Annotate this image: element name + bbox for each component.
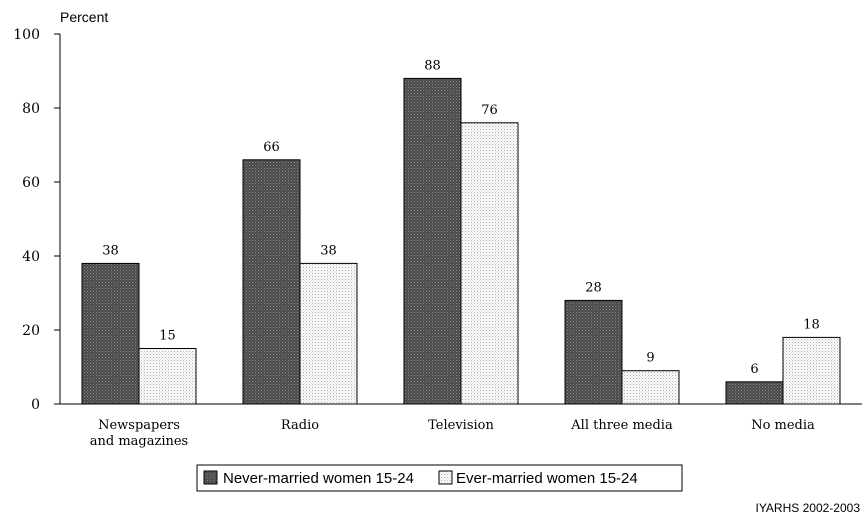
- bar-never-married: [725, 381, 784, 405]
- y-tick-label: 100: [13, 27, 40, 43]
- bar-ever-married: [138, 348, 197, 405]
- bar-never-married: [564, 299, 623, 405]
- bar-value-label: 66: [263, 140, 280, 155]
- bar-value-label: 38: [320, 243, 337, 258]
- bar-never-married: [403, 77, 462, 405]
- x-tick-label: and magazines: [90, 434, 188, 449]
- y-tick-label: 60: [22, 175, 40, 191]
- legend: Never-married women 15-24 Ever-married wo…: [196, 464, 683, 492]
- legend-swatch: [438, 470, 453, 485]
- bar-ever-married: [782, 336, 841, 405]
- x-tick-label: Newspapers: [98, 418, 180, 433]
- x-tick-label: Television: [428, 418, 494, 433]
- y-axis-ticks: 0 20 40 60 80 100: [13, 27, 60, 413]
- y-tick-label: 20: [22, 323, 40, 339]
- source-note: IYARHS 2002-2003: [755, 501, 860, 515]
- bar-value-label: 15: [159, 329, 176, 344]
- y-tick-label: 40: [22, 249, 40, 265]
- legend-label: Ever-married women 15-24: [456, 470, 638, 487]
- bar-value-label: 6: [750, 362, 758, 377]
- bar-value-label: 28: [585, 280, 602, 295]
- bar-value-label: 88: [424, 58, 441, 73]
- y-axis-label: Percent: [60, 9, 108, 25]
- y-tick-label: 80: [22, 101, 40, 117]
- bar-ever-married: [621, 370, 680, 405]
- x-tick-label: No media: [751, 418, 815, 433]
- bars: [81, 77, 841, 405]
- data-labels: 38 15 66 38 88 76 28 9 6 18: [102, 58, 820, 376]
- bar-value-label: 9: [646, 351, 654, 366]
- legend-label: Never-married women 15-24: [223, 470, 414, 487]
- x-tick-label: All three media: [570, 418, 673, 433]
- y-tick-label: 0: [31, 397, 40, 413]
- legend-swatch: [203, 470, 218, 485]
- bar-ever-married: [460, 122, 519, 405]
- bar-never-married: [242, 159, 301, 405]
- bar-value-label: 38: [102, 243, 119, 258]
- bar-value-label: 76: [481, 103, 498, 118]
- bar-never-married: [81, 262, 140, 405]
- bar-value-label: 18: [803, 317, 820, 332]
- x-tick-label: Radio: [281, 418, 319, 433]
- bar-ever-married: [299, 262, 358, 405]
